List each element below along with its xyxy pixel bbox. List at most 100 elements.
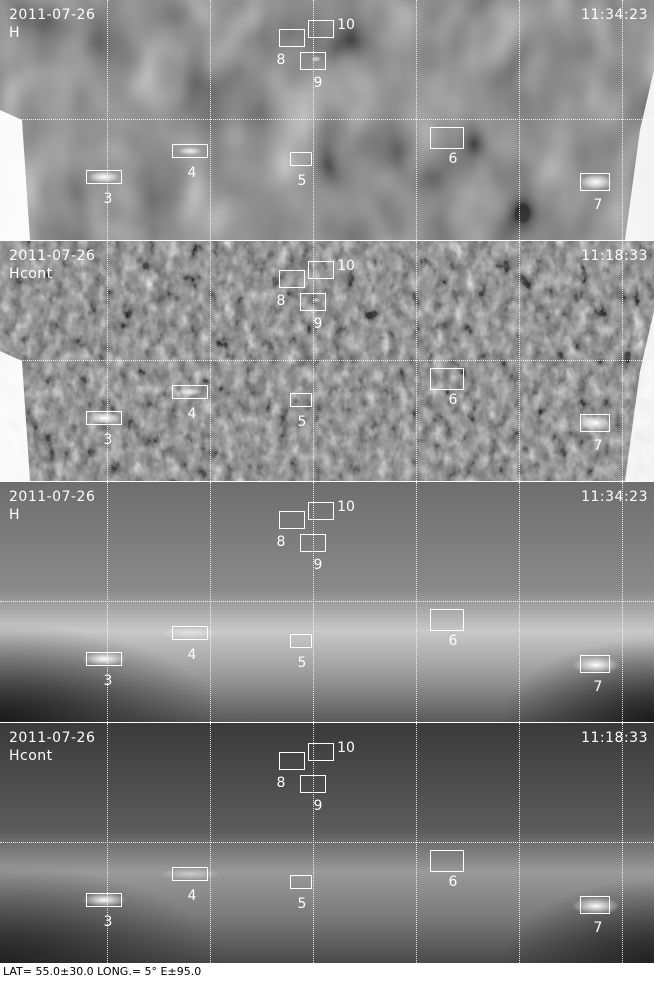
region-label-4: 4 bbox=[187, 888, 197, 904]
region-box-9 bbox=[300, 293, 326, 311]
region-label-8: 8 bbox=[276, 293, 286, 309]
grid-line-horizontal bbox=[0, 601, 654, 602]
region-box-8 bbox=[279, 752, 305, 770]
region-label-10: 10 bbox=[337, 258, 355, 274]
region-label-4: 4 bbox=[187, 165, 197, 181]
region-label-7: 7 bbox=[593, 920, 603, 936]
panel-channel: H bbox=[9, 507, 21, 523]
region-box-6 bbox=[430, 609, 464, 631]
region-label-3: 3 bbox=[103, 673, 113, 689]
image-panel-4: 2011-07-26 Hcont 11:18:33 3 4 5 6 7 8 9 10 bbox=[0, 723, 654, 963]
grid-line-vertical bbox=[519, 482, 520, 722]
region-label-6: 6 bbox=[448, 874, 458, 890]
region-box-5 bbox=[290, 875, 312, 889]
region-label-9: 9 bbox=[313, 75, 323, 91]
grid-line-vertical bbox=[313, 0, 314, 240]
region-box-9 bbox=[300, 534, 326, 552]
region-label-6: 6 bbox=[448, 633, 458, 649]
region-label-3: 3 bbox=[103, 191, 113, 207]
grid-line-vertical bbox=[107, 723, 108, 963]
region-box-10 bbox=[308, 261, 334, 279]
solar-image-background bbox=[0, 723, 654, 963]
panel-overlay: 2011-07-26 Hcont 11:18:33 3 4 5 6 7 8 9 10 bbox=[0, 723, 654, 963]
region-box-8 bbox=[279, 511, 305, 529]
region-box-10 bbox=[308, 502, 334, 520]
panel-date: 2011-07-26 bbox=[9, 7, 96, 23]
grid-line-horizontal bbox=[0, 360, 654, 361]
region-box-5 bbox=[290, 393, 312, 407]
region-box-5 bbox=[290, 634, 312, 648]
grid-line-vertical bbox=[313, 241, 314, 481]
panel-date: 2011-07-26 bbox=[9, 248, 96, 264]
region-label-5: 5 bbox=[297, 173, 307, 189]
grid-line-vertical bbox=[210, 0, 211, 240]
region-label-6: 6 bbox=[448, 151, 458, 167]
region-box-10 bbox=[308, 20, 334, 38]
region-box-7 bbox=[580, 896, 610, 914]
panel-channel: Hcont bbox=[9, 748, 53, 764]
panel-date: 2011-07-26 bbox=[9, 489, 96, 505]
grid-line-vertical bbox=[622, 723, 623, 963]
grid-line-vertical bbox=[313, 723, 314, 963]
grid-line-vertical bbox=[622, 482, 623, 722]
grid-line-vertical bbox=[210, 723, 211, 963]
region-box-4 bbox=[172, 144, 208, 158]
panel-time: 11:18:33 bbox=[581, 248, 648, 264]
region-label-3: 3 bbox=[103, 914, 113, 930]
grid-line-vertical bbox=[416, 0, 417, 240]
region-box-9 bbox=[300, 52, 326, 70]
region-box-9 bbox=[300, 775, 326, 793]
grid-line-vertical bbox=[416, 241, 417, 481]
region-label-3: 3 bbox=[103, 432, 113, 448]
grid-line-vertical bbox=[107, 241, 108, 481]
image-panel-1: 2011-07-26 H 11:34:23 3 4 5 6 7 8 9 10 bbox=[0, 0, 654, 240]
region-label-10: 10 bbox=[337, 499, 355, 515]
panel-overlay: 2011-07-26 H 11:34:23 3 4 5 6 7 8 9 10 bbox=[0, 482, 654, 722]
image-panel-3: 2011-07-26 H 11:34:23 3 4 5 6 7 8 9 10 bbox=[0, 482, 654, 722]
region-label-7: 7 bbox=[593, 679, 603, 695]
region-label-9: 9 bbox=[313, 557, 323, 573]
region-box-3 bbox=[86, 170, 122, 184]
region-label-7: 7 bbox=[593, 438, 603, 454]
grid-line-vertical bbox=[210, 482, 211, 722]
region-label-9: 9 bbox=[313, 798, 323, 814]
grid-line-horizontal bbox=[0, 119, 654, 120]
region-box-4 bbox=[172, 626, 208, 640]
region-box-6 bbox=[430, 850, 464, 872]
panel-time: 11:34:23 bbox=[581, 7, 648, 23]
region-box-3 bbox=[86, 893, 122, 907]
region-label-10: 10 bbox=[337, 17, 355, 33]
panel-overlay: 2011-07-26 Hcont 11:18:33 3 4 5 6 7 8 9 10 bbox=[0, 241, 654, 481]
solar-image-background bbox=[0, 241, 654, 481]
solar-image-background bbox=[0, 0, 654, 240]
region-label-6: 6 bbox=[448, 392, 458, 408]
region-label-4: 4 bbox=[187, 406, 197, 422]
region-label-8: 8 bbox=[276, 52, 286, 68]
region-box-3 bbox=[86, 652, 122, 666]
panel-time: 11:18:33 bbox=[581, 730, 648, 746]
region-label-9: 9 bbox=[313, 316, 323, 332]
grid-line-vertical bbox=[107, 482, 108, 722]
region-label-5: 5 bbox=[297, 414, 307, 430]
region-label-5: 5 bbox=[297, 655, 307, 671]
grid-line-vertical bbox=[622, 241, 623, 481]
grid-line-vertical bbox=[416, 482, 417, 722]
region-box-8 bbox=[279, 29, 305, 47]
region-label-8: 8 bbox=[276, 775, 286, 791]
region-label-4: 4 bbox=[187, 647, 197, 663]
region-box-7 bbox=[580, 655, 610, 673]
region-label-7: 7 bbox=[593, 197, 603, 213]
region-label-5: 5 bbox=[297, 896, 307, 912]
grid-line-vertical bbox=[210, 241, 211, 481]
region-box-8 bbox=[279, 270, 305, 288]
coordinate-footer: LAT= 55.0±30.0 LONG.= 5° E±95.0 bbox=[3, 965, 202, 978]
region-box-4 bbox=[172, 385, 208, 399]
grid-line-vertical bbox=[107, 0, 108, 240]
panel-date: 2011-07-26 bbox=[9, 730, 96, 746]
region-box-6 bbox=[430, 368, 464, 390]
grid-line-vertical bbox=[622, 0, 623, 240]
region-box-5 bbox=[290, 152, 312, 166]
solar-image-background bbox=[0, 482, 654, 722]
grid-line-horizontal bbox=[0, 842, 654, 843]
panel-channel: H bbox=[9, 25, 21, 41]
